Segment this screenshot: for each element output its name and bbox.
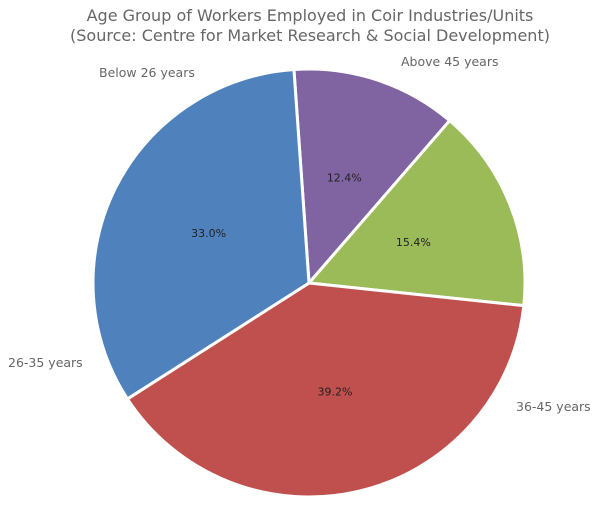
pie-slice-below-26-years — [292, 67, 452, 285]
pie-slices — [91, 67, 527, 499]
category-label-36-45-years: 36-45 years — [516, 399, 591, 414]
pct-label-above-45-years: 15.4% — [396, 236, 431, 249]
category-label-above-45-years: Above 45 years — [401, 54, 498, 69]
category-label-26-35-years: 26-35 years — [8, 355, 83, 370]
percent-labels: 12.4% 15.4% 39.2% 33.0% — [191, 171, 431, 398]
pct-label-below-26-years: 12.4% — [327, 171, 362, 184]
chart-title: Age Group of Workers Employed in Coir In… — [87, 6, 534, 25]
category-labels: Below 26 years Above 45 years 36-45 years 2… — [8, 54, 591, 414]
pct-label-26-35-years: 33.0% — [191, 227, 226, 240]
pct-label-36-45-years: 39.2% — [318, 385, 353, 398]
category-label-below-26-years: Below 26 years — [99, 65, 195, 80]
pie-slice-above-45-years — [307, 119, 527, 308]
chart-subtitle: (Source: Centre for Market Research & So… — [70, 26, 550, 45]
pie-slice-26-35-years — [91, 68, 311, 401]
